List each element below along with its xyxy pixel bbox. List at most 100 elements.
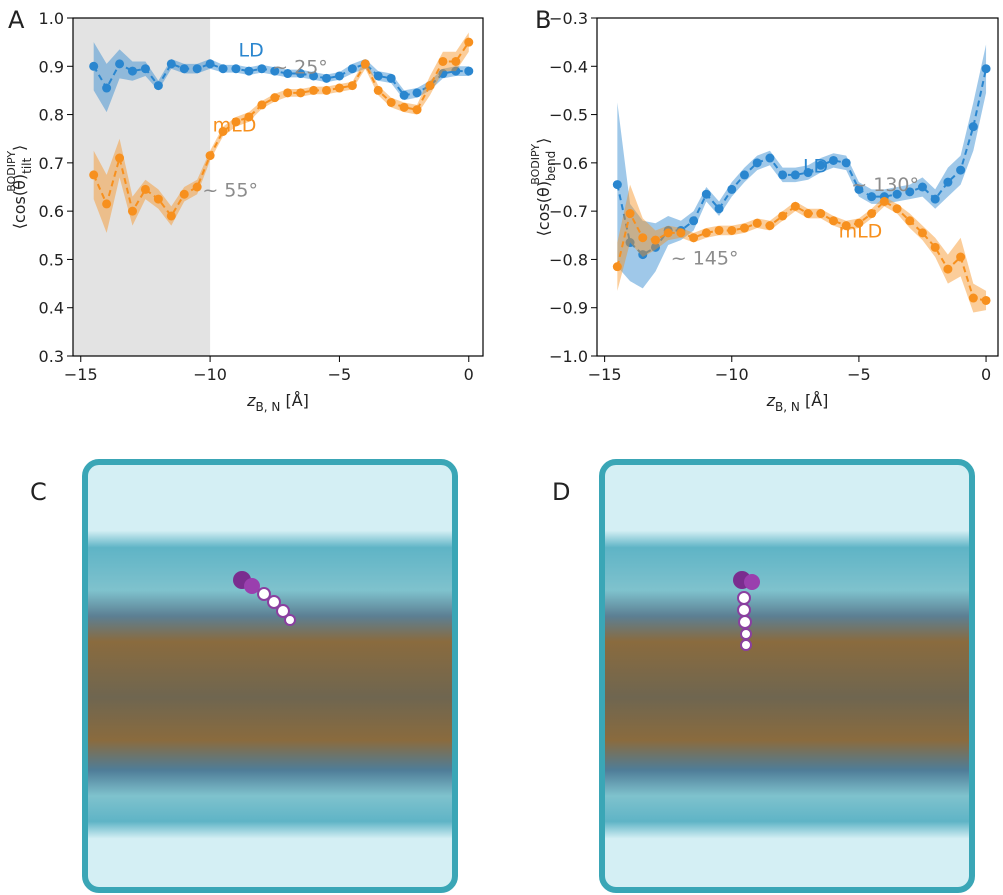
- data-point: [956, 252, 966, 262]
- data-point: [153, 194, 163, 204]
- axes-frame: [596, 17, 999, 357]
- data-point: [386, 73, 396, 83]
- data-point: [930, 194, 940, 204]
- y-tick-label: 0.6: [39, 202, 64, 221]
- annotation: LD: [803, 156, 828, 178]
- data-point: [841, 221, 851, 231]
- data-point: [438, 69, 448, 79]
- y-tick-label: 1.0: [39, 9, 64, 28]
- data-point: [464, 66, 474, 76]
- data-point: [296, 88, 306, 98]
- y-label-sub: bend: [544, 151, 558, 181]
- data-point: [89, 61, 99, 71]
- annotation: ~ 130°: [851, 174, 919, 196]
- molecule: [233, 571, 296, 626]
- error-band: [617, 44, 987, 289]
- annotation: ~ 25°: [272, 57, 328, 79]
- y-axis-label: ⟨cos(θ)bendBODIPY⟩: [529, 138, 558, 237]
- data-point: [166, 59, 176, 69]
- data-point: [689, 233, 699, 243]
- data-point: [790, 170, 800, 180]
- data-point: [270, 66, 280, 76]
- data-point: [360, 59, 370, 69]
- data-point: [127, 66, 137, 76]
- data-point: [205, 151, 215, 161]
- data-point: [752, 218, 762, 228]
- data-point: [638, 233, 648, 243]
- y-label-end: ⟩: [534, 138, 553, 144]
- data-point: [179, 64, 189, 74]
- data-point: [334, 71, 344, 81]
- data-point: [638, 250, 648, 260]
- data-point: [867, 192, 877, 202]
- data-point: [943, 264, 953, 274]
- data-point: [778, 170, 788, 180]
- y-label-base: ⟨cos(θ): [534, 181, 553, 236]
- molecule: [733, 571, 760, 651]
- x-label-sub: B, N: [775, 400, 800, 414]
- data-point: [309, 71, 319, 81]
- y-tick-label: 0.4: [39, 299, 64, 318]
- data-point: [373, 71, 383, 81]
- data-point: [89, 170, 99, 180]
- y-tick-label: −0.8: [549, 250, 588, 269]
- data-point: [451, 56, 461, 66]
- panel-label: D: [552, 478, 570, 506]
- panel-d-image: [599, 459, 975, 893]
- data-point: [296, 69, 306, 79]
- data-point: [689, 216, 699, 226]
- data-point: [205, 59, 215, 69]
- y-tick-label: 0.5: [39, 250, 64, 269]
- data-point: [438, 56, 448, 66]
- data-point: [739, 223, 749, 233]
- x-tick-label: −10: [715, 365, 749, 384]
- data-point: [663, 228, 673, 238]
- x-label-base: z: [766, 391, 776, 410]
- data-point: [727, 225, 737, 235]
- plot-area: [89, 32, 474, 233]
- data-point: [231, 117, 241, 127]
- data-point: [347, 81, 357, 91]
- y-label-base: ⟨cos(θ): [10, 174, 29, 229]
- data-point: [765, 221, 775, 231]
- y-tick-label: −0.5: [549, 106, 588, 125]
- data-point: [322, 85, 332, 95]
- data-point: [968, 122, 978, 132]
- data-point: [956, 165, 966, 175]
- data-point: [968, 293, 978, 303]
- data-point: [828, 216, 838, 226]
- panel-label: C: [30, 478, 47, 506]
- data-point: [322, 73, 332, 83]
- y-tick-label: 0.8: [39, 106, 64, 125]
- data-point: [943, 177, 953, 187]
- y-label-sup: BODIPY: [529, 144, 542, 185]
- data-point: [334, 83, 344, 93]
- data-point: [399, 90, 409, 100]
- data-point: [244, 66, 254, 76]
- data-point: [283, 88, 293, 98]
- data-point: [257, 100, 267, 110]
- data-point: [127, 206, 137, 216]
- data-point: [981, 295, 991, 305]
- y-axis-label: ⟨cos(θ)tiltBODIPY⟩: [5, 145, 34, 230]
- data-point: [867, 209, 877, 219]
- data-point: [841, 158, 851, 168]
- data-point: [981, 64, 991, 74]
- panel-c-image: [82, 459, 458, 893]
- x-axis-label: zB, N [Å]: [246, 391, 309, 414]
- x-tick-label: −15: [64, 365, 98, 384]
- annotation: mLD: [213, 114, 257, 136]
- data-point: [218, 64, 228, 74]
- data-point: [192, 64, 202, 74]
- data-point: [612, 180, 622, 190]
- annotation: LD: [239, 40, 264, 62]
- x-label-base: z: [246, 391, 256, 410]
- data-point: [373, 85, 383, 95]
- data-point: [625, 209, 635, 219]
- data-point: [179, 189, 189, 199]
- data-point: [676, 228, 686, 238]
- x-tick-label: −5: [847, 365, 871, 384]
- x-label-end: [Å]: [280, 391, 309, 410]
- data-point: [739, 170, 749, 180]
